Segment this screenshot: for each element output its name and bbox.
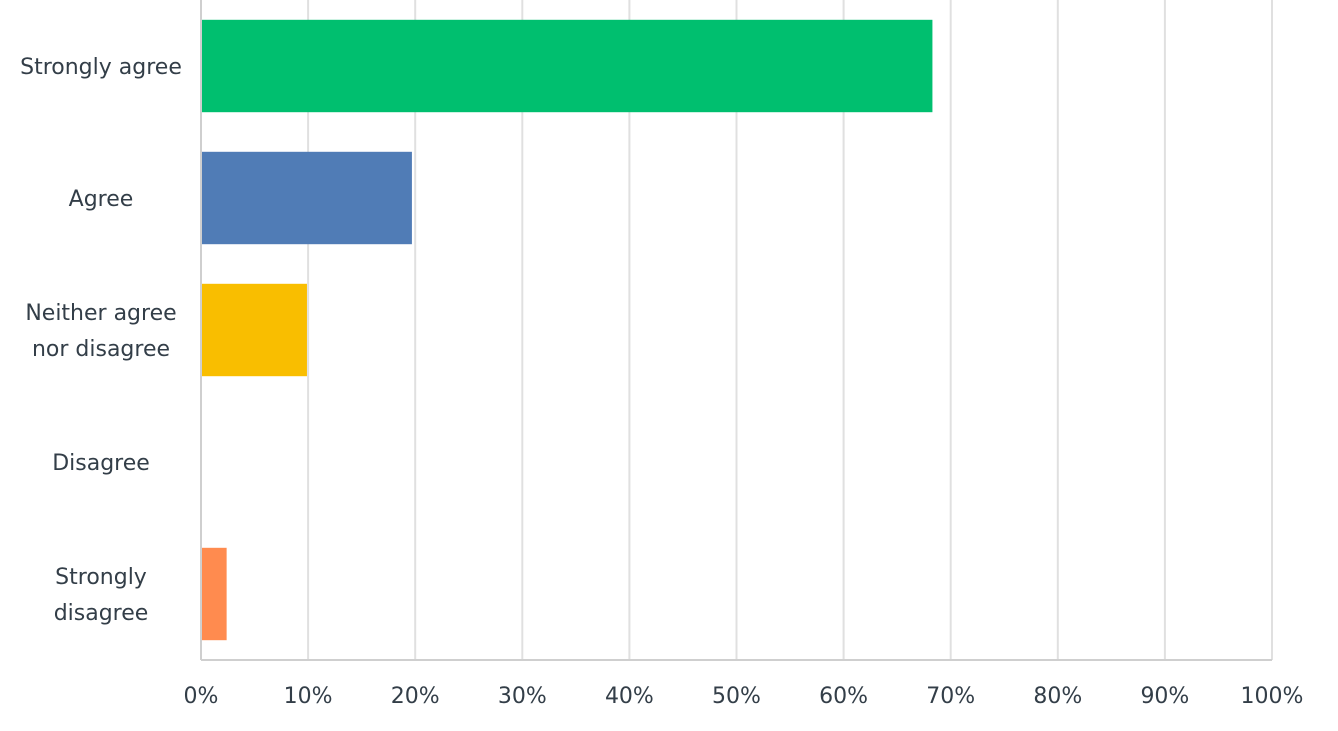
x-tick-label: 70%: [926, 684, 975, 709]
y-tick-label: Neither agree nor disagree: [25, 301, 177, 362]
x-tick-label: 0%: [184, 684, 219, 709]
bar: [202, 283, 307, 377]
x-tick-label: 60%: [819, 684, 868, 709]
y-tick-label: Agree: [68, 187, 134, 212]
bar: [202, 547, 227, 641]
x-tick-label: 100%: [1241, 684, 1304, 709]
y-tick-label: Strongly disagree: [53, 565, 149, 626]
y-tick-label: Disagree: [52, 451, 150, 476]
x-tick-label: 90%: [1140, 684, 1189, 709]
bar: [202, 151, 412, 245]
x-tick-label: 10%: [284, 684, 333, 709]
x-tick-label: 80%: [1033, 684, 1082, 709]
x-tick-label: 30%: [498, 684, 547, 709]
y-tick-label: Strongly agree: [20, 55, 182, 80]
x-tick-label: 40%: [605, 684, 654, 709]
x-tick-label: 20%: [391, 684, 440, 709]
bar: [202, 19, 933, 113]
x-tick-label: 50%: [712, 684, 761, 709]
